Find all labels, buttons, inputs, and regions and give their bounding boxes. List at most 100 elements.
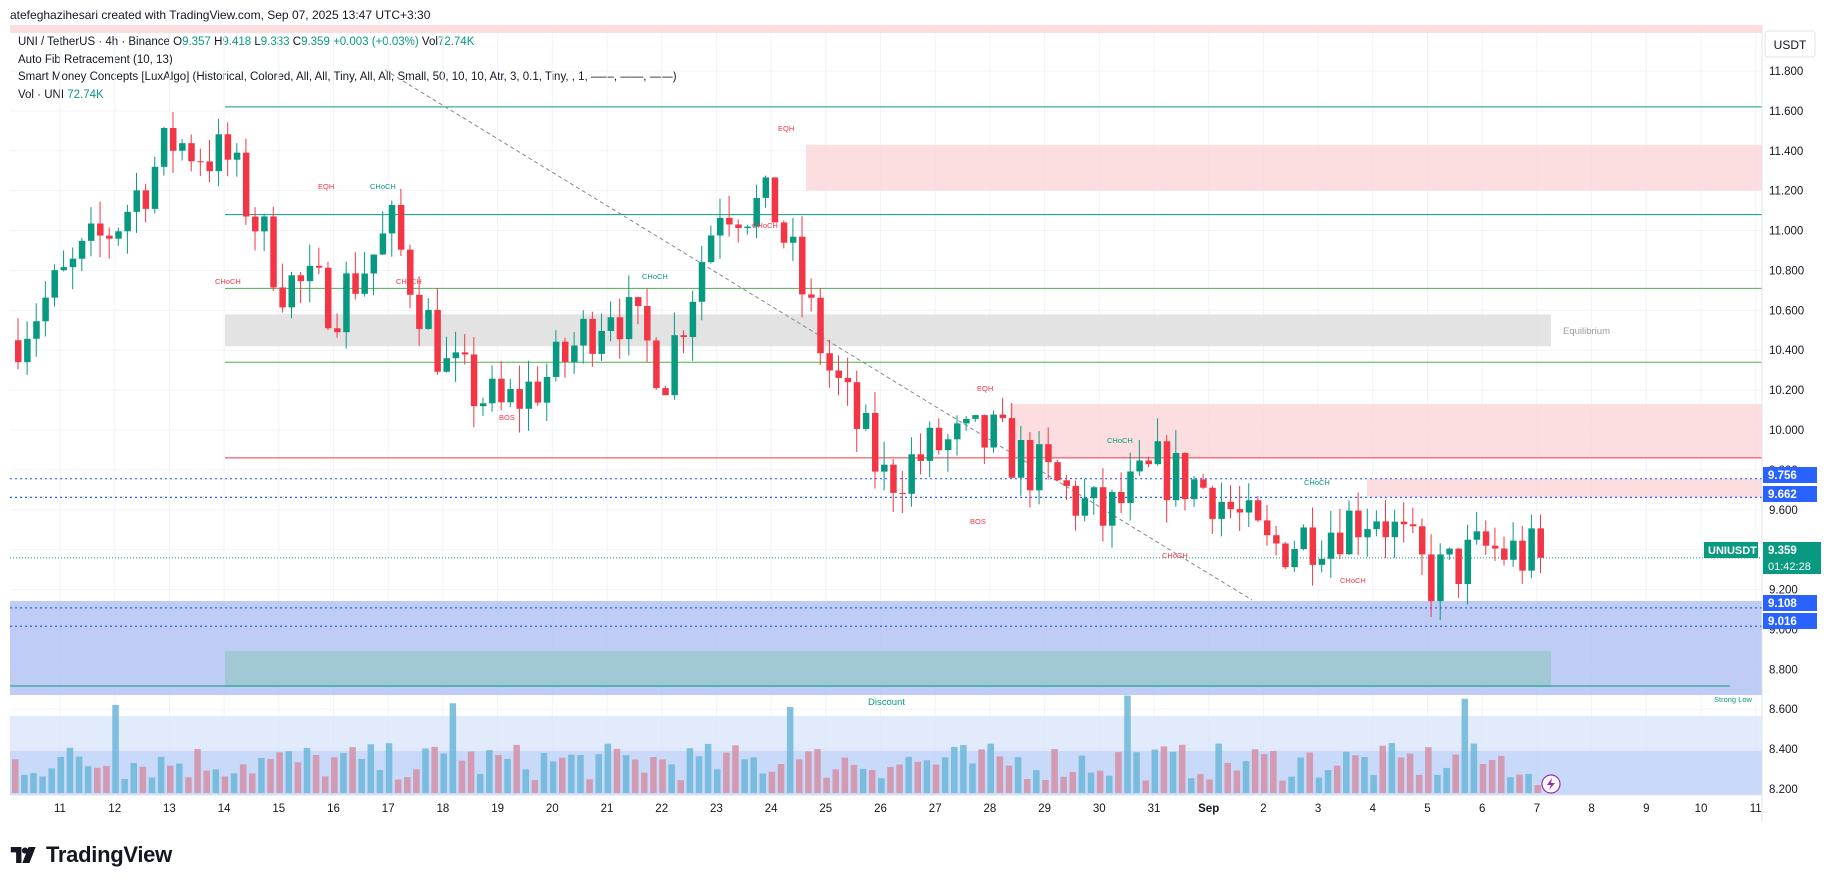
candle-body bbox=[744, 226, 751, 229]
volume-bar bbox=[1206, 779, 1213, 793]
price-axis[interactable]: 11.800 11.600 11.400 11.200 11.000 10.800 10.6… bbox=[1769, 66, 1804, 796]
time-axis[interactable]: 11 12 13 14 15 16 17 18 19 20 21 22 23 24 25 26 27 28 29 30… bbox=[54, 803, 1762, 815]
candle-body bbox=[443, 358, 450, 372]
tradingview-logo-icon bbox=[10, 847, 36, 863]
candle-body bbox=[799, 236, 806, 295]
volume-bar bbox=[1388, 743, 1396, 793]
legend-volume-row[interactable]: Vol · UNI 72.74K bbox=[18, 87, 677, 105]
volume-bar bbox=[559, 757, 566, 793]
volume-bar bbox=[613, 748, 621, 793]
candle-body bbox=[407, 249, 414, 295]
candle-body bbox=[853, 382, 861, 429]
candle-body bbox=[726, 217, 733, 225]
currency-label: USDT bbox=[1774, 38, 1807, 52]
candle-body bbox=[97, 223, 104, 236]
candle-body bbox=[935, 427, 943, 451]
legend-indicator-smc[interactable]: Smart Money Concepts [LuxAlgo] (Historic… bbox=[18, 71, 677, 83]
volume-bar bbox=[1224, 762, 1232, 793]
volume-bar bbox=[850, 764, 858, 793]
volume-bar bbox=[1415, 774, 1423, 793]
price-tick-label: 10.400 bbox=[1769, 345, 1804, 357]
volume-bar bbox=[1169, 751, 1177, 793]
date-tick-label: 8 bbox=[1588, 803, 1594, 815]
legend-change: +0.003 (+0.03%) bbox=[333, 36, 419, 48]
volume-bar bbox=[440, 753, 447, 793]
candle-body bbox=[1501, 548, 1508, 560]
date-tick-label: 17 bbox=[382, 803, 395, 815]
volume-bar bbox=[1315, 777, 1323, 793]
volume-bar bbox=[221, 776, 229, 793]
candle-body bbox=[1418, 526, 1426, 555]
candle-body bbox=[571, 345, 578, 362]
equilibrium-label: Equilibrium bbox=[1563, 326, 1610, 337]
legend-indicator-fib[interactable]: Auto Fib Retracement (10, 13) bbox=[18, 53, 173, 66]
volume-bar bbox=[932, 764, 940, 793]
date-tick-label: 13 bbox=[163, 803, 176, 815]
volume-bar bbox=[832, 769, 839, 793]
currency-button[interactable] bbox=[1764, 30, 1816, 58]
volume-bar bbox=[1306, 752, 1314, 793]
candle-body bbox=[625, 297, 633, 340]
volume-bar bbox=[12, 759, 19, 793]
volume-bar bbox=[148, 777, 156, 793]
volume-bar bbox=[249, 773, 256, 793]
lightning-button[interactable] bbox=[1541, 774, 1561, 794]
structure-label: BOS bbox=[499, 413, 515, 422]
volume-bar bbox=[176, 763, 183, 793]
candle-body bbox=[1491, 545, 1499, 549]
volume-bar bbox=[321, 776, 329, 793]
candle-body bbox=[188, 143, 195, 162]
volume-bar bbox=[1324, 770, 1332, 793]
candle-body bbox=[835, 370, 842, 378]
candle-body bbox=[106, 235, 113, 239]
candle-body bbox=[817, 297, 824, 354]
volume-bar bbox=[641, 772, 648, 793]
volume-bar bbox=[841, 757, 849, 793]
structure-labels: EQH CHoCH CHoCH CHoCH CHoCH EQH CHoCH BOS EQH CHo… bbox=[215, 124, 1366, 585]
price-axis-bg bbox=[1762, 25, 1835, 825]
legend-symbol-row[interactable]: UNI / TetherUS · 4h · Binance O9.357 H9.… bbox=[18, 34, 677, 52]
volume-bar bbox=[914, 761, 922, 793]
volume-bar bbox=[476, 773, 484, 793]
candle-body bbox=[498, 378, 505, 403]
volume-bar bbox=[66, 747, 74, 793]
legend-high: 9.418 bbox=[222, 36, 252, 48]
volume-bar bbox=[1425, 747, 1432, 793]
date-tick-label: 2 bbox=[1260, 803, 1266, 815]
candle-body bbox=[1355, 510, 1362, 538]
volume-bar bbox=[467, 751, 475, 793]
candle-body bbox=[279, 287, 286, 308]
volume-bar bbox=[21, 774, 28, 793]
volume-bar bbox=[1133, 752, 1140, 793]
date-tick-label: 24 bbox=[765, 803, 778, 815]
strong-low-label: Strong Low bbox=[1714, 695, 1753, 704]
chart-legend: UNI / TetherUS · 4h · Binance O9.357 H9.… bbox=[18, 34, 677, 104]
legend-symbol[interactable]: UNI / TetherUS · 4h · Binance bbox=[18, 36, 170, 48]
tradingview-logo[interactable]: TradingView bbox=[10, 842, 172, 868]
candle-body bbox=[1482, 531, 1490, 546]
volume-bar bbox=[203, 770, 210, 793]
volume-bar bbox=[1452, 754, 1459, 793]
volume-bar bbox=[1470, 743, 1478, 793]
volume-bar bbox=[285, 751, 292, 793]
price-tick-label: 8.800 bbox=[1769, 664, 1798, 676]
date-tick-label: 12 bbox=[108, 803, 121, 815]
volume-bar bbox=[960, 745, 967, 793]
candle-body bbox=[1109, 491, 1116, 526]
candle-body bbox=[826, 353, 833, 371]
candle-body bbox=[452, 352, 460, 359]
candle-body bbox=[233, 152, 241, 160]
volume-bar bbox=[1078, 755, 1086, 793]
candle-body bbox=[516, 389, 523, 409]
level-tag-9662: 9.662 bbox=[1763, 486, 1817, 502]
structure-label: EQH bbox=[778, 124, 794, 133]
volume-bar bbox=[312, 754, 320, 793]
candle-body bbox=[1191, 479, 1198, 500]
volume-bar bbox=[549, 761, 557, 793]
supply-zone-mid bbox=[1010, 404, 1762, 458]
candle-body bbox=[179, 143, 186, 151]
last-price-tag: UNIUSDT 9.359 01:42:28 bbox=[1704, 542, 1821, 574]
volume-bar bbox=[1188, 778, 1195, 793]
candle-body bbox=[1245, 500, 1253, 513]
